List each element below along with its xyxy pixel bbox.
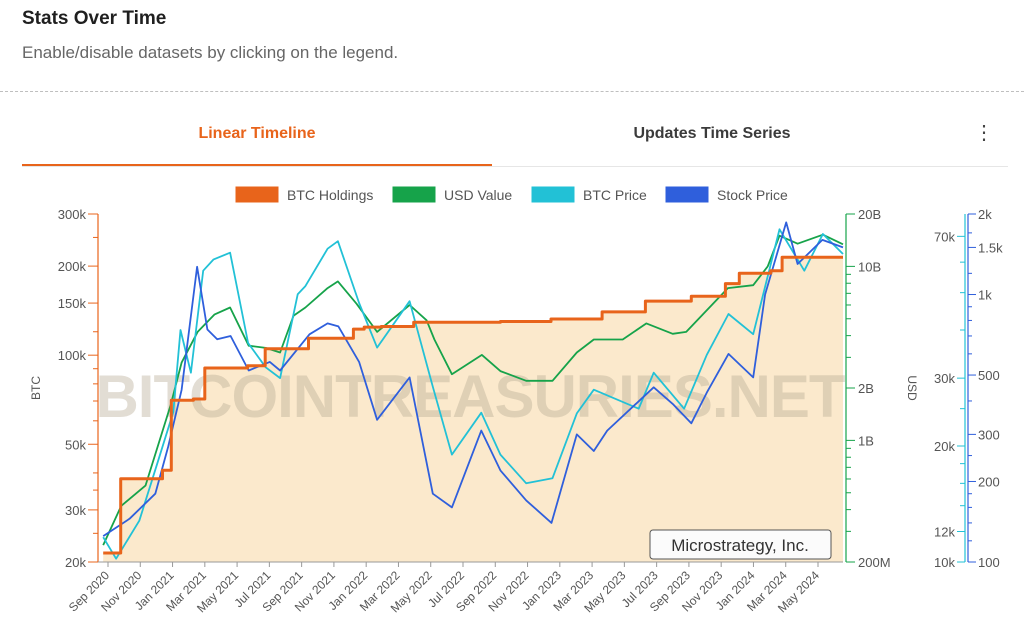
stock-price-axis-tick-label: 200 (978, 474, 1000, 489)
legend-swatch (392, 186, 436, 203)
btc-price-axis-tick-label: 20k (934, 439, 955, 454)
btc-price-axis-tick-label: 30k (934, 371, 955, 386)
company-label-box (649, 529, 832, 560)
chart-tabs: Linear Timeline Updates Time Series ⋮ (22, 110, 1008, 167)
btc-price-axis-tick-label: 12k (934, 524, 955, 539)
legend-label: BTC Price (583, 187, 647, 203)
usd-axis-tick-label: 200M (858, 555, 891, 570)
legend-label: Stock Price (717, 187, 788, 203)
usd-axis-tick-label: 10B (858, 259, 881, 274)
company-label-text: Microstrategy, Inc. (671, 536, 809, 555)
btc-holdings-fill (103, 257, 843, 562)
legend-label: BTC Holdings (287, 187, 373, 203)
btc-price-line (102, 228, 844, 560)
legend-item[interactable]: BTC Price (531, 186, 647, 203)
usd-axis-tick-label: 2B (858, 381, 874, 396)
usd-axis-title: USD (905, 375, 919, 401)
legend-swatch (235, 186, 279, 203)
btc-holdings-line (103, 255, 843, 555)
tab-updates-time-series[interactable]: Updates Time Series (633, 125, 791, 142)
btc-axis-tick-label: 100k (58, 348, 87, 363)
btc-axis-tick-label: 50k (65, 437, 86, 452)
btc-axis-tick-label: 150k (58, 296, 87, 311)
btc-axis-title: BTC (29, 376, 43, 400)
stock-price-axis-tick-label: 2k (978, 207, 992, 222)
stock-price-axis-tick-label: 300 (978, 427, 1000, 442)
legend-item[interactable]: BTC Holdings (235, 186, 373, 203)
legend-swatch (531, 186, 575, 203)
section-title: Stats Over Time (22, 8, 167, 29)
chart-series (102, 221, 844, 560)
btc-axis-tick-label: 300k (58, 207, 87, 222)
btc-axis-tick-label: 30k (65, 503, 86, 518)
tab-linear-timeline[interactable]: Linear Timeline (22, 110, 492, 166)
usd-axis-tick-label: 20B (858, 207, 881, 222)
stock-price-axis-tick-label: 1k (978, 288, 992, 303)
legend-swatch (665, 186, 709, 203)
chart-legend: BTC Holdings USD Value BTC Price Stock Pric… (235, 186, 788, 203)
stock-price-line (102, 221, 844, 537)
section-divider (0, 91, 1024, 92)
company-label: Microstrategy, Inc. (649, 529, 832, 560)
btc-price-axis-tick-label: 70k (934, 229, 955, 244)
usd-axis-tick-label: 1B (858, 433, 874, 448)
legend-label: USD Value (444, 187, 512, 203)
watermark-text: BITCOINTREASURIES.NET (95, 363, 844, 430)
kebab-vertical-icon[interactable]: ⋮ (974, 122, 994, 144)
btc-price-axis-tick-label: 10k (934, 555, 955, 570)
btc-axis-tick-label: 200k (58, 259, 87, 274)
stock-price-axis-tick-label: 100 (978, 555, 1000, 570)
legend-item[interactable]: USD Value (392, 186, 512, 203)
btc-axis-tick-label: 20k (65, 555, 86, 570)
btc-holdings-area (103, 257, 843, 562)
legend-item[interactable]: Stock Price (665, 186, 788, 203)
stock-price-axis-tick-label: 500 (978, 368, 1000, 383)
stock-price-axis-tick-label: 1.5k (978, 240, 1003, 255)
section-subtitle: Enable/disable datasets by clicking on t… (22, 43, 399, 62)
